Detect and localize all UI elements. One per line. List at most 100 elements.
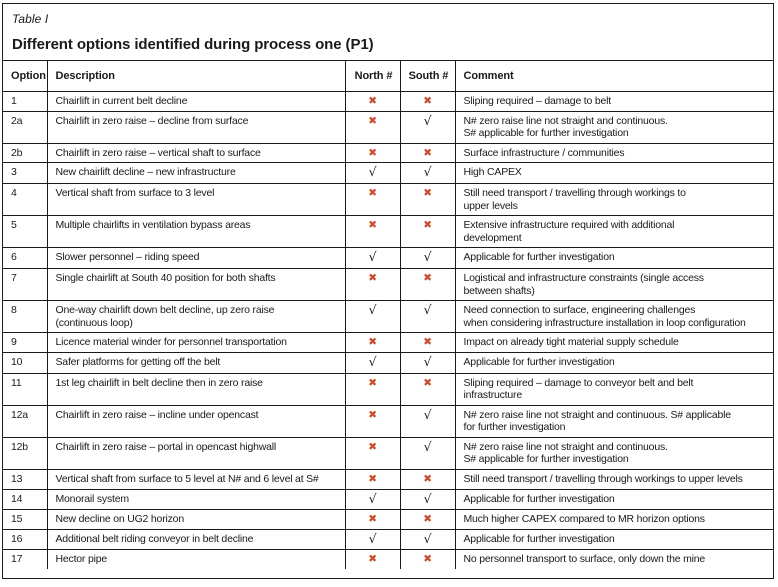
table-row: 3 New chairlift decline – new infrastruct… xyxy=(3,162,773,184)
north-cell: √ xyxy=(344,300,401,334)
cross-icon: ✖ xyxy=(368,146,377,159)
table-row: 14 Monorail system √ √ Applicable for furthe… xyxy=(3,488,773,511)
table-row: 13 Vertical shaft from surface to 5 level… xyxy=(3,469,773,490)
comment-cell: Still need transport / travelling throug… xyxy=(454,182,773,217)
check-icon: √ xyxy=(368,490,377,506)
north-cell: ✖ xyxy=(344,182,401,217)
option-cell: 6 xyxy=(3,247,48,269)
description-cell: Vertical shaft from surface to 3 level xyxy=(46,182,346,217)
cross-icon: ✖ xyxy=(368,376,377,389)
cross-icon: ✖ xyxy=(368,95,377,107)
south-cell: ✖ xyxy=(399,142,456,164)
comment-cell: N# zero raise line not straight and cont… xyxy=(454,110,773,144)
table-row: 11 1st leg chairlift in belt decline then… xyxy=(3,372,773,406)
comment-cell: Applicable for further investigation xyxy=(454,247,773,269)
option-cell: 16 xyxy=(3,528,48,551)
column-header-north: North # xyxy=(344,60,401,92)
option-cell: 1 xyxy=(3,91,48,112)
option-cell: 2b xyxy=(3,142,48,164)
description-cell: New decline on UG2 horizon xyxy=(46,509,346,530)
comment-cell: Logistical and infrastructure constraint… xyxy=(454,267,773,302)
table-row: 16 Additional belt riding conveyor in bel… xyxy=(3,528,773,551)
option-cell: 13 xyxy=(3,469,48,490)
comment-cell: Surface infrastructure / communities xyxy=(454,142,773,164)
north-cell: √ xyxy=(344,162,401,184)
cross-icon: ✖ xyxy=(368,186,377,199)
table-row: 4 Vertical shaft from surface to 3 level ✖… xyxy=(3,182,773,217)
south-cell: √ xyxy=(399,162,456,184)
north-cell: ✖ xyxy=(344,549,401,570)
check-icon: √ xyxy=(423,353,432,369)
north-cell: √ xyxy=(344,528,401,551)
option-cell: 5 xyxy=(3,215,48,249)
cross-icon: ✖ xyxy=(368,219,377,232)
table-body: 1 Chairlift in current belt decline ✖ ✖ Slip… xyxy=(3,91,773,570)
table-row: 12b Chairlift in zero raise – portal in o… xyxy=(3,436,773,471)
check-icon: √ xyxy=(423,406,432,422)
table-row: 6 Slower personnel – riding speed √ √ Applic… xyxy=(3,247,773,269)
check-icon: √ xyxy=(423,302,432,318)
north-cell: ✖ xyxy=(344,436,401,471)
north-cell: ✖ xyxy=(344,332,401,353)
south-cell: ✖ xyxy=(399,332,456,353)
description-cell: Chairlift in current belt decline xyxy=(46,91,346,112)
table-caption: Table I xyxy=(12,12,49,26)
description-cell: Chairlift in zero raise – vertical shaft… xyxy=(46,142,346,164)
table-row: 7 Single chairlift at South 40 position f… xyxy=(3,267,773,302)
table-row: 2b Chairlift in zero raise – vertical sha… xyxy=(3,142,773,164)
table-row: 1 Chairlift in current belt decline ✖ ✖ Slip… xyxy=(3,91,773,112)
comment-cell: No personnel transport to surface, only … xyxy=(454,549,773,570)
description-cell: Additional belt riding conveyor in belt … xyxy=(46,528,346,551)
option-cell: 2a xyxy=(3,110,48,144)
cross-icon: ✖ xyxy=(423,146,432,159)
table-sheet: Table I Different options identified dur… xyxy=(2,3,774,579)
south-cell: √ xyxy=(399,247,456,269)
check-icon: √ xyxy=(368,164,377,180)
cross-icon: ✖ xyxy=(423,336,432,349)
cross-icon: ✖ xyxy=(368,336,377,349)
comment-cell: Applicable for further investigation xyxy=(454,528,773,551)
north-cell: ✖ xyxy=(344,142,401,164)
cross-icon: ✖ xyxy=(368,271,377,284)
comment-cell: Sliping required – damage to conveyor be… xyxy=(454,372,773,406)
north-cell: ✖ xyxy=(344,404,401,438)
option-cell: 12b xyxy=(3,436,48,471)
description-cell: New chairlift decline – new infrastructu… xyxy=(46,162,346,184)
south-cell: ✖ xyxy=(399,91,456,112)
table-row: 15 New decline on UG2 horizon ✖ ✖ Much highe… xyxy=(3,509,773,530)
cross-icon: ✖ xyxy=(368,440,377,453)
table-header-row: Option Description North # South # Comme… xyxy=(3,60,773,92)
south-cell: ✖ xyxy=(399,469,456,490)
option-cell: 11 xyxy=(3,372,48,406)
description-cell: Chairlift in zero raise – portal in open… xyxy=(46,436,346,471)
north-cell: √ xyxy=(344,351,401,374)
south-cell: √ xyxy=(399,436,456,471)
cross-icon: ✖ xyxy=(368,114,377,127)
check-icon: √ xyxy=(368,249,377,265)
option-cell: 17 xyxy=(3,549,48,570)
comment-cell: Much higher CAPEX compared to MR horizon… xyxy=(454,509,773,530)
comment-cell: Impact on already tight material supply … xyxy=(454,332,773,353)
description-cell: Slower personnel – riding speed xyxy=(46,247,346,269)
description-cell: Chairlift in zero raise – incline under … xyxy=(46,404,346,438)
options-table: Option Description North # South # Comme… xyxy=(3,60,773,570)
south-cell: √ xyxy=(399,351,456,374)
cross-icon: ✖ xyxy=(368,553,377,566)
column-header-comment: Comment xyxy=(454,60,773,92)
column-header-description: Description xyxy=(46,60,346,92)
option-cell: 14 xyxy=(3,488,48,511)
north-cell: ✖ xyxy=(344,372,401,406)
description-cell: Chairlift in zero raise – decline from s… xyxy=(46,110,346,144)
cross-icon: ✖ xyxy=(423,219,432,232)
cross-icon: ✖ xyxy=(368,408,377,421)
cross-icon: ✖ xyxy=(423,376,432,389)
north-cell: ✖ xyxy=(344,110,401,144)
north-cell: √ xyxy=(344,247,401,269)
table-row: 12a Chairlift in zero raise – incline und… xyxy=(3,404,773,438)
option-cell: 15 xyxy=(3,509,48,530)
south-cell: ✖ xyxy=(399,509,456,530)
table-row: 2a Chairlift in zero raise – decline from… xyxy=(3,110,773,144)
check-icon: √ xyxy=(368,530,377,546)
south-cell: ✖ xyxy=(399,215,456,249)
option-cell: 4 xyxy=(3,182,48,217)
